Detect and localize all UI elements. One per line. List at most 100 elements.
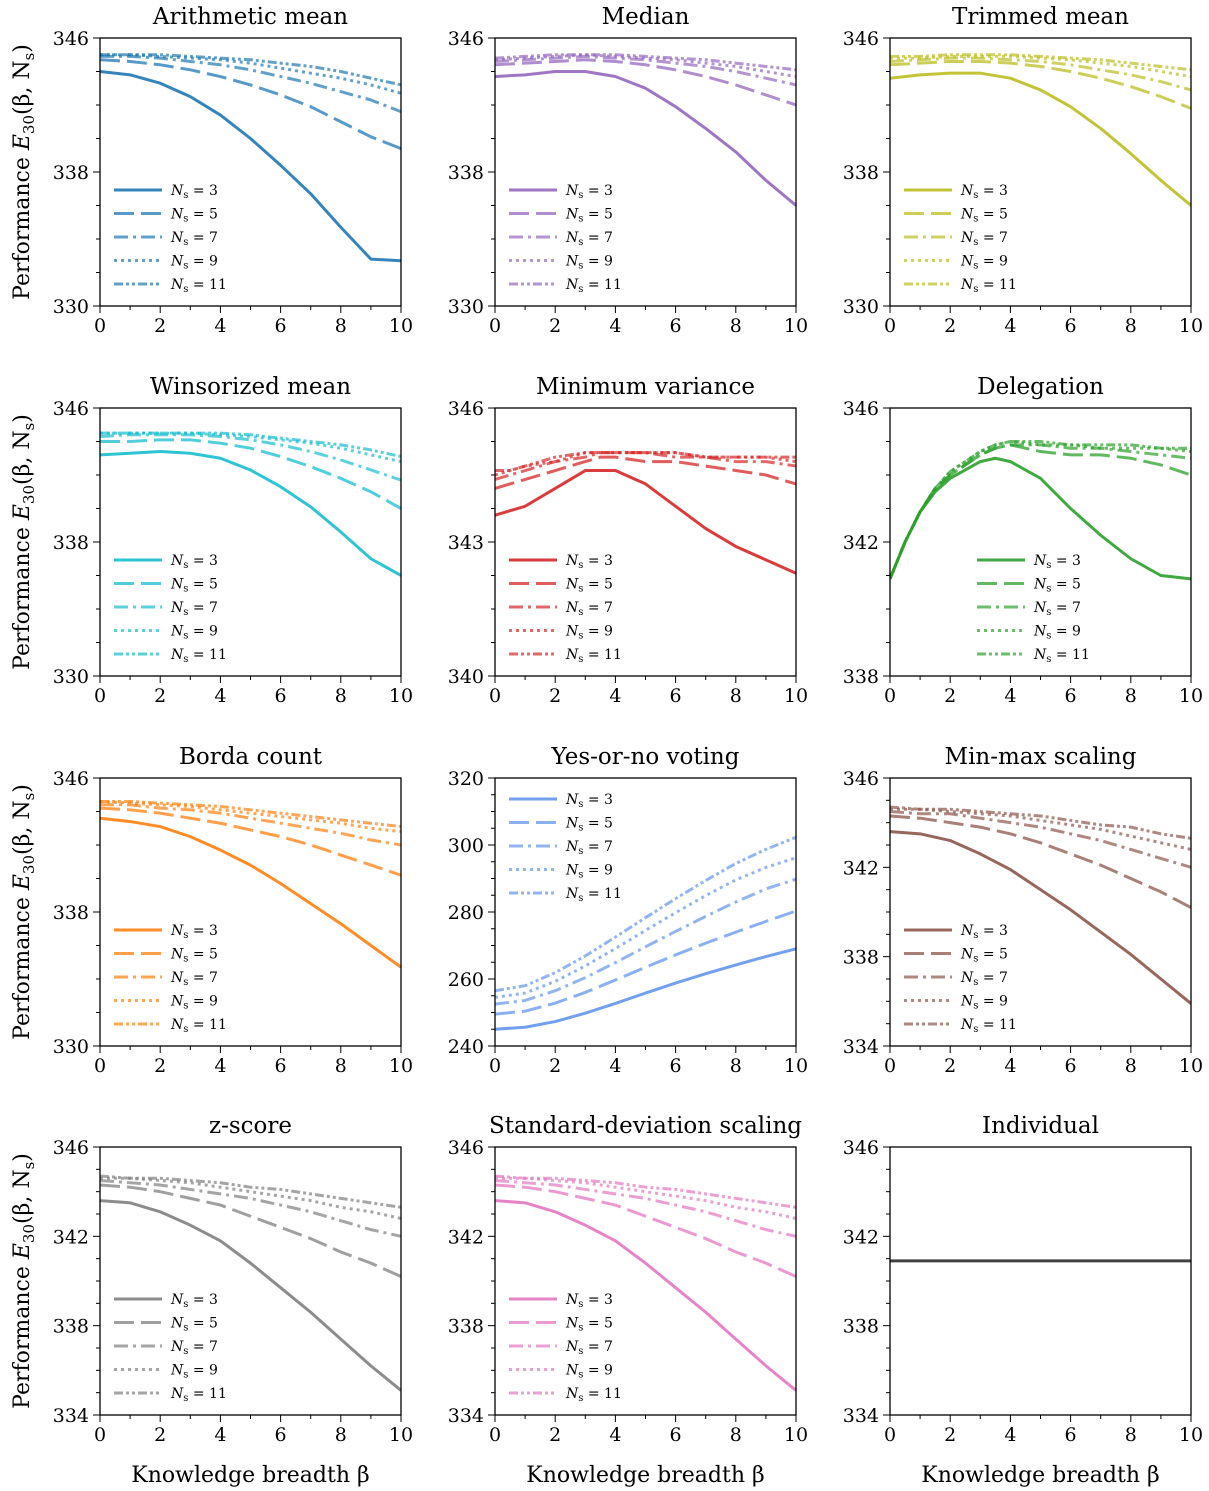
x-tick-label: 4 <box>1004 1055 1016 1077</box>
x-tick-label: 6 <box>1065 315 1077 337</box>
legend-symbol: N <box>170 1363 184 1379</box>
y-label-prefix: Performance <box>10 890 35 1040</box>
legend-equals: = <box>188 947 209 963</box>
panel-title: z-score <box>209 1113 292 1139</box>
x-axis: 0 2 4 6 8 10 <box>489 306 808 337</box>
y-tick-label: 346 <box>448 1137 484 1159</box>
y-label-close: ) <box>10 784 35 793</box>
legend-symbol: N <box>565 600 579 616</box>
series-line-ns-11 <box>495 1174 796 1209</box>
series-group <box>100 431 401 577</box>
legend-equals: = <box>583 624 604 640</box>
series-line-ns-11 <box>890 805 1191 840</box>
legend-subscript: s <box>1046 631 1051 642</box>
legend-value: 7 <box>209 600 218 616</box>
legend-symbol: N <box>565 792 579 808</box>
y-axis: 330 338 346 <box>448 28 495 318</box>
x-tick-label: 6 <box>670 1055 682 1077</box>
legend-value: 9 <box>209 1363 218 1379</box>
series-line-ns-7 <box>100 803 401 847</box>
series-group <box>890 53 1191 207</box>
y-label-symbol: E <box>10 1243 35 1260</box>
series-line-ns-11 <box>100 1174 401 1209</box>
x-tick-label: 2 <box>944 685 956 707</box>
x-tick-label: 10 <box>1179 685 1203 707</box>
legend-value: 9 <box>1072 624 1081 640</box>
legend-subscript: s <box>183 237 188 248</box>
series-line-ns-3 <box>890 71 1191 207</box>
legend-equals: = <box>978 947 999 963</box>
y-axis: 330 338 346 <box>53 28 100 318</box>
x-tick-label: 6 <box>275 315 287 337</box>
legend-symbol: N <box>170 624 184 640</box>
legend-label: Ns = 5 <box>170 1316 218 1334</box>
legend-label: Ns = 9 <box>170 1363 218 1381</box>
legend-equals: = <box>978 923 999 939</box>
legend-equals: = <box>188 923 209 939</box>
legend-equals: = <box>188 970 209 986</box>
legend-symbol: N <box>960 277 974 293</box>
series-line-ns-3 <box>100 816 401 969</box>
legend: Ns = 3Ns = 5Ns = 7Ns = 9Ns = 11 <box>509 792 622 904</box>
x-axis: 0 2 4 6 8 10 <box>884 306 1203 337</box>
series-group <box>890 440 1191 581</box>
y-tick-label: 338 <box>843 162 879 184</box>
series-line-ns-3 <box>495 947 796 1031</box>
y-label-args: (β, N <box>10 430 35 485</box>
legend-label: Ns = 7 <box>170 1339 218 1357</box>
legend-subscript: s <box>183 261 188 272</box>
legend-equals: = <box>188 207 209 223</box>
legend-value: 7 <box>999 970 1008 986</box>
y-label-symbol: E <box>10 134 35 151</box>
legend-subscript: s <box>973 977 978 988</box>
y-axis: 334 338 342 346 <box>843 1137 890 1427</box>
x-tick-label: 0 <box>489 1055 501 1077</box>
y-tick-label: 330 <box>843 296 879 318</box>
series-line-ns-5 <box>100 438 401 510</box>
y-tick-label: 340 <box>448 666 484 688</box>
legend-equals: = <box>583 1339 604 1355</box>
series-line-ns-5 <box>100 806 401 877</box>
legend-value: 3 <box>999 183 1008 199</box>
legend-value: 5 <box>999 947 1008 963</box>
legend: Ns = 3Ns = 5Ns = 7Ns = 9Ns = 11 <box>114 183 227 295</box>
legend-value: 5 <box>604 207 613 223</box>
legend-symbol: N <box>565 1339 579 1355</box>
legend-equals: = <box>188 647 209 663</box>
y-label-args-subscript: s <box>20 423 38 431</box>
legend-value: 9 <box>604 254 613 270</box>
legend-label: Ns = 5 <box>1033 577 1081 595</box>
legend-equals: = <box>188 1316 209 1332</box>
legend-value: 3 <box>209 1292 218 1308</box>
legend-label: Ns = 11 <box>565 277 622 295</box>
legend-label: Ns = 11 <box>960 277 1017 295</box>
x-tick-label: 8 <box>730 1424 742 1446</box>
y-axis: 330 338 346 <box>53 768 100 1058</box>
legend-symbol: N <box>1033 577 1047 593</box>
legend-value: 3 <box>209 923 218 939</box>
legend-symbol: N <box>170 277 184 293</box>
legend-value: 3 <box>209 183 218 199</box>
x-tick-label: 4 <box>214 315 226 337</box>
y-tick-label: 260 <box>448 969 484 991</box>
series-line-ns-3 <box>495 70 796 207</box>
x-tick-label: 0 <box>489 685 501 707</box>
y-tick-label: 338 <box>843 1316 879 1338</box>
legend-label: Ns = 5 <box>960 947 1008 965</box>
legend-symbol: N <box>170 947 184 963</box>
legend-value: 9 <box>209 254 218 270</box>
legend-subscript: s <box>183 654 188 665</box>
panel-title: Delegation <box>977 374 1104 400</box>
series-line-ns-9 <box>495 856 796 999</box>
legend-symbol: N <box>170 1292 184 1308</box>
legend: Ns = 3Ns = 5Ns = 7Ns = 9Ns = 11 <box>509 553 622 665</box>
legend-equals: = <box>583 577 604 593</box>
legend-label: Ns = 3 <box>170 183 218 201</box>
legend-symbol: N <box>565 1363 579 1379</box>
y-tick-label: 330 <box>53 296 89 318</box>
legend-subscript: s <box>578 1346 583 1357</box>
